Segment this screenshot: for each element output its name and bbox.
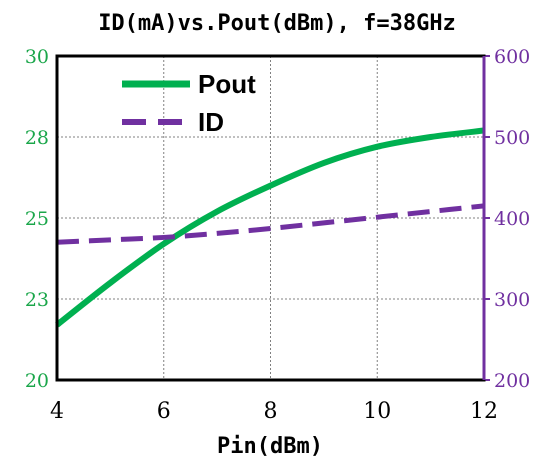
series-line-pout [55,127,485,328]
x-tick: 6 [157,399,171,424]
x-tick: 8 [264,399,278,424]
x-axis-label: Pin(dBm) [217,434,323,459]
y-tick-left: 25 [25,208,49,230]
y-tick-right: 300 [494,289,530,311]
series-line-id [56,203,485,245]
series-layer [55,127,485,328]
chart-title: ID(mA)vs.Pout(dBm), f=38GHz [98,11,456,36]
y-tick-right: 400 [494,208,530,230]
y-tick-left: 30 [25,46,49,68]
x-tick: 4 [50,399,64,424]
x-axis-ticks: 4 6 8 10 12 [50,399,498,424]
y-tick-right: 500 [494,127,530,149]
y-tick-left: 23 [25,289,49,311]
y-tick-right: 600 [494,46,530,68]
x-tick: 10 [363,399,391,424]
y-tick-left: 28 [25,127,49,149]
right-y-axis-ticks: 200 300 400 500 600 [484,46,530,392]
left-y-axis-ticks: 20 23 25 28 30 [25,46,49,392]
y-tick-left: 20 [25,370,49,392]
legend: Pout ID [122,69,256,137]
gridlines [57,56,484,380]
y-tick-right: 200 [494,370,530,392]
legend-label-pout: Pout [198,69,256,99]
legend-label-id: ID [198,107,224,137]
x-tick: 12 [470,399,498,424]
